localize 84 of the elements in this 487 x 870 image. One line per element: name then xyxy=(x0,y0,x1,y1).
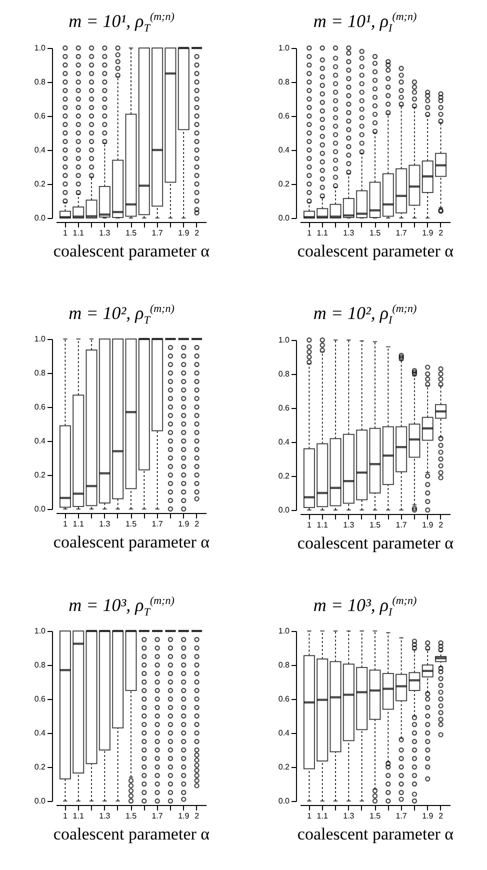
x-axis-title: coalescent parameter α xyxy=(53,532,210,552)
x-tick-label: 1.3 xyxy=(342,520,354,530)
y-tick-label: 0.0 xyxy=(34,214,46,222)
y-tick-label: 0.0 xyxy=(34,504,46,514)
y-tick-label: 0.4 xyxy=(278,438,290,446)
y-tick-label: 0.4 xyxy=(34,436,46,446)
x-tick-label: 2 xyxy=(194,228,200,238)
x-tick-label: 1 xyxy=(306,812,312,820)
x-tick-label: 1.1 xyxy=(316,520,328,530)
x-tick-label: 1.5 xyxy=(125,812,138,820)
y-tick-label: 1.0 xyxy=(34,334,46,344)
y-tick-label: 0.2 xyxy=(34,470,46,480)
x-tick-label: 1.3 xyxy=(99,520,111,528)
y-tick-label: 1.0 xyxy=(278,336,290,344)
y-tick-label: 0.0 xyxy=(278,796,290,806)
x-tick-label: 1.5 xyxy=(125,228,138,238)
y-tick-label: 0.4 xyxy=(278,146,290,154)
x-tick-label: 1.7 xyxy=(152,228,164,238)
y-tick-label: 0.2 xyxy=(278,180,290,188)
x-tick-label: 1.3 xyxy=(342,228,354,238)
y-tick-label: 0.8 xyxy=(34,78,46,86)
y-tick-label: 0.0 xyxy=(278,214,290,222)
y-tick-label: 0.4 xyxy=(278,728,290,738)
x-tick-label: 1.3 xyxy=(342,812,354,820)
x-tick-label: 1.7 xyxy=(152,520,164,528)
x-tick-label: 1.3 xyxy=(99,228,111,238)
y-tick-label: 0.6 xyxy=(278,404,290,412)
x-tick-label: 1.9 xyxy=(178,812,190,820)
x-tick-label: 1 xyxy=(62,228,68,238)
y-tick-label: 0.8 xyxy=(34,368,46,378)
x-tick-label: 2 xyxy=(194,812,200,820)
y-tick-label: 0.8 xyxy=(278,660,290,670)
x-axis-title: coalescent parameter α xyxy=(296,824,454,844)
y-tick-label: 0.6 xyxy=(34,402,46,412)
y-tick-label: 0.0 xyxy=(34,796,46,806)
x-tick-label: 1.9 xyxy=(422,812,434,820)
x-tick-label: 1 xyxy=(306,228,312,238)
y-tick-label: 0.2 xyxy=(278,762,290,772)
y-tick-label: 0.4 xyxy=(34,146,46,154)
x-tick-label: 1.1 xyxy=(316,812,328,820)
x-tick-label: 1.7 xyxy=(395,520,407,530)
y-tick-label: 0.6 xyxy=(34,694,46,704)
y-tick-label: 1.0 xyxy=(34,44,46,52)
y-tick-label: 1.0 xyxy=(278,44,290,52)
x-tick-label: 1.3 xyxy=(99,812,111,820)
x-tick-label: 2 xyxy=(438,520,444,530)
x-tick-label: 1.1 xyxy=(72,228,84,238)
x-tick-label: 1.5 xyxy=(368,812,381,820)
y-tick-label: 0.2 xyxy=(34,762,46,772)
y-tick-label: 0.8 xyxy=(278,78,290,86)
x-tick-label: 1.9 xyxy=(422,228,434,238)
x-tick-label: 1 xyxy=(62,520,68,528)
y-tick-label: 0.2 xyxy=(278,472,290,480)
x-tick-label: 1.9 xyxy=(422,520,434,530)
x-tick-label: 1.1 xyxy=(316,228,328,238)
x-tick-label: 1.7 xyxy=(152,812,164,820)
x-tick-label: 1.1 xyxy=(72,520,84,528)
x-tick-label: 1.1 xyxy=(72,812,84,820)
x-axis-title: coalescent parameter α xyxy=(296,534,454,552)
y-tick-label: 0.0 xyxy=(278,506,290,514)
x-tick-label: 1.9 xyxy=(178,228,190,238)
x-axis-title: coalescent parameter α xyxy=(53,824,210,844)
y-tick-label: 0.8 xyxy=(34,660,46,670)
y-tick-label: 0.4 xyxy=(34,728,46,738)
x-tick-label: 1.9 xyxy=(178,520,190,528)
y-tick-label: 0.8 xyxy=(278,370,290,378)
x-tick-label: 1.5 xyxy=(368,520,381,530)
x-tick-label: 1.7 xyxy=(395,228,407,238)
x-tick-label: 1.5 xyxy=(125,520,138,528)
y-tick-label: 0.6 xyxy=(278,112,290,120)
y-tick-label: 1.0 xyxy=(278,626,290,636)
y-tick-label: 0.2 xyxy=(34,180,46,188)
x-tick-label: 2 xyxy=(438,228,444,238)
x-tick-label: 1 xyxy=(62,812,68,820)
x-tick-label: 1 xyxy=(306,520,312,530)
y-tick-label: 0.6 xyxy=(34,112,46,120)
y-tick-label: 0.6 xyxy=(278,694,290,704)
x-tick-label: 2 xyxy=(438,812,444,820)
x-axis-title: coalescent parameter α xyxy=(296,242,454,260)
x-tick-label: 1.5 xyxy=(368,228,381,238)
x-tick-label: 1.7 xyxy=(395,812,407,820)
x-tick-label: 2 xyxy=(194,520,200,528)
x-axis-title: coalescent parameter α xyxy=(53,242,210,260)
y-tick-label: 1.0 xyxy=(34,626,46,636)
